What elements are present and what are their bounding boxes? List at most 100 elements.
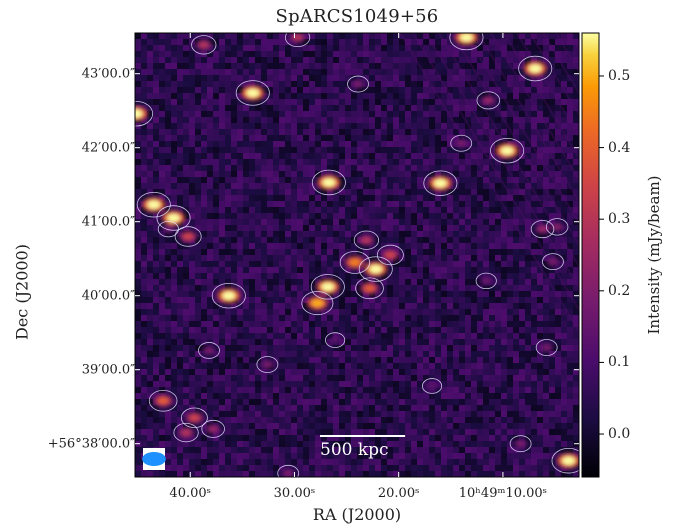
noise-cell <box>459 147 465 153</box>
noise-cell <box>291 111 297 117</box>
noise-cell <box>543 423 549 429</box>
noise-cell <box>195 123 201 129</box>
noise-cell <box>381 45 387 51</box>
noise-cell <box>417 123 423 129</box>
noise-cell <box>489 405 495 411</box>
noise-cell <box>345 75 351 81</box>
noise-cell <box>261 249 267 255</box>
noise-cell <box>471 405 477 411</box>
noise-cell <box>387 351 393 357</box>
noise-cell <box>363 351 369 357</box>
noise-cell <box>405 381 411 387</box>
noise-cell <box>267 75 273 81</box>
noise-cell <box>303 417 309 423</box>
noise-cell <box>165 405 171 411</box>
noise-cell <box>495 249 501 255</box>
noise-cell <box>477 207 483 213</box>
noise-cell <box>357 351 363 357</box>
noise-cell <box>297 45 303 51</box>
noise-cell <box>519 417 525 423</box>
noise-cell <box>375 315 381 321</box>
noise-cell <box>513 363 519 369</box>
noise-cell <box>387 81 393 87</box>
noise-cell <box>153 351 159 357</box>
noise-cell <box>141 213 147 219</box>
noise-cell <box>549 171 555 177</box>
noise-cell <box>219 153 225 159</box>
noise-cell <box>327 39 333 45</box>
noise-cell <box>453 123 459 129</box>
noise-cell <box>417 171 423 177</box>
noise-cell <box>555 99 561 105</box>
noise-cell <box>501 39 507 45</box>
noise-cell <box>189 213 195 219</box>
noise-cell <box>279 237 285 243</box>
noise-cell <box>537 51 543 57</box>
noise-cell <box>429 51 435 57</box>
noise-cell <box>231 171 237 177</box>
noise-cell <box>519 87 525 93</box>
noise-cell <box>465 81 471 87</box>
noise-cell <box>165 423 171 429</box>
noise-cell <box>465 201 471 207</box>
noise-cell <box>561 309 567 315</box>
noise-cell <box>201 351 207 357</box>
noise-cell <box>297 393 303 399</box>
noise-cell <box>393 285 399 291</box>
noise-cell <box>369 159 375 165</box>
noise-cell <box>387 279 393 285</box>
noise-cell <box>195 81 201 87</box>
noise-cell <box>453 363 459 369</box>
noise-cell <box>201 201 207 207</box>
noise-cell <box>411 225 417 231</box>
noise-cell <box>165 387 171 393</box>
noise-cell <box>219 219 225 225</box>
noise-cell <box>435 369 441 375</box>
noise-cell <box>489 297 495 303</box>
noise-cell <box>189 207 195 213</box>
noise-cell <box>159 333 165 339</box>
noise-cell <box>315 51 321 57</box>
noise-cell <box>471 237 477 243</box>
noise-cell <box>219 57 225 63</box>
noise-cell <box>507 291 513 297</box>
noise-cell <box>507 219 513 225</box>
noise-cell <box>315 207 321 213</box>
noise-cell <box>183 213 189 219</box>
noise-cell <box>351 357 357 363</box>
noise-cell <box>333 33 339 39</box>
noise-cell <box>201 411 207 417</box>
noise-cell <box>231 429 237 435</box>
noise-cell <box>573 201 579 207</box>
noise-cell <box>501 405 507 411</box>
noise-cell <box>465 117 471 123</box>
noise-cell <box>543 69 549 75</box>
noise-cell <box>177 261 183 267</box>
noise-cell <box>369 39 375 45</box>
noise-cell <box>393 291 399 297</box>
noise-cell <box>525 327 531 333</box>
noise-cell <box>315 129 321 135</box>
noise-cell <box>501 297 507 303</box>
noise-cell <box>315 267 321 273</box>
noise-cell <box>375 327 381 333</box>
noise-cell <box>237 213 243 219</box>
noise-cell <box>555 405 561 411</box>
noise-cell <box>255 345 261 351</box>
noise-cell <box>285 255 291 261</box>
noise-cell <box>201 423 207 429</box>
noise-cell <box>255 57 261 63</box>
noise-cell <box>507 357 513 363</box>
noise-cell <box>573 417 579 423</box>
noise-cell <box>465 279 471 285</box>
noise-cell <box>255 303 261 309</box>
noise-cell <box>351 369 357 375</box>
noise-cell <box>213 165 219 171</box>
noise-cell <box>219 99 225 105</box>
noise-cell <box>477 243 483 249</box>
noise-cell <box>261 183 267 189</box>
noise-cell <box>477 297 483 303</box>
noise-cell <box>363 303 369 309</box>
noise-cell <box>561 369 567 375</box>
noise-cell <box>441 339 447 345</box>
